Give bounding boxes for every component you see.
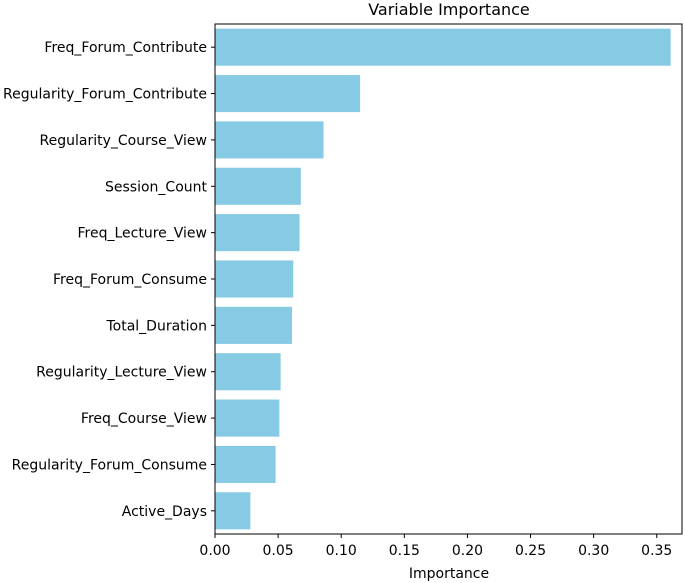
y-tick-label: Freq_Forum_Contribute <box>44 40 207 56</box>
bar-regularity-course-view <box>215 121 324 159</box>
bar-active-days <box>215 492 251 530</box>
x-tick-label: 0.25 <box>515 543 546 559</box>
y-tick-label: Active_Days <box>122 504 207 520</box>
x-tick-label: 0.10 <box>326 543 357 559</box>
y-tick-label: Freq_Forum_Consume <box>53 272 207 288</box>
x-tick-label: 0.15 <box>389 543 420 559</box>
bar-freq-course-view <box>215 399 280 437</box>
x-tick-label: 0.30 <box>578 543 609 559</box>
y-tick-labels: Freq_Forum_Contribute Regularity_Forum_Co… <box>3 40 215 520</box>
x-tick-label: 0.20 <box>452 543 483 559</box>
bar-regularity-forum-contribute <box>215 75 361 113</box>
bar-regularity-lecture-view <box>215 353 281 391</box>
x-tick-labels: 0.00 0.05 0.10 0.15 0.20 0.25 0.30 0.35 <box>199 534 672 559</box>
x-tick-label: 0.05 <box>263 543 294 559</box>
bars-group <box>215 28 671 530</box>
bar-freq-forum-contribute <box>215 28 671 66</box>
bar-regularity-forum-consume <box>215 445 276 483</box>
y-tick-label: Total_Duration <box>105 318 207 334</box>
bar-freq-lecture-view <box>215 214 300 252</box>
x-tick-label: 0.00 <box>199 543 230 559</box>
bar-freq-forum-consume <box>215 260 294 298</box>
y-tick-label: Freq_Lecture_View <box>78 226 208 242</box>
chart-title: Variable Importance <box>368 0 530 19</box>
plot-frame <box>214 23 683 535</box>
y-tick-label: Session_Count <box>105 179 208 195</box>
y-tick-label: Regularity_Forum_Contribute <box>3 87 207 103</box>
x-axis-label: Importance <box>409 566 489 582</box>
y-tick-label: Regularity_Forum_Consume <box>12 457 207 473</box>
bar-session-count <box>215 167 301 205</box>
y-tick-label: Regularity_Lecture_View <box>36 365 207 381</box>
bar-total-duration <box>215 306 292 344</box>
y-tick-label: Freq_Course_View <box>81 411 207 427</box>
y-tick-label: Regularity_Course_View <box>40 133 207 149</box>
x-tick-label: 0.35 <box>641 543 672 559</box>
